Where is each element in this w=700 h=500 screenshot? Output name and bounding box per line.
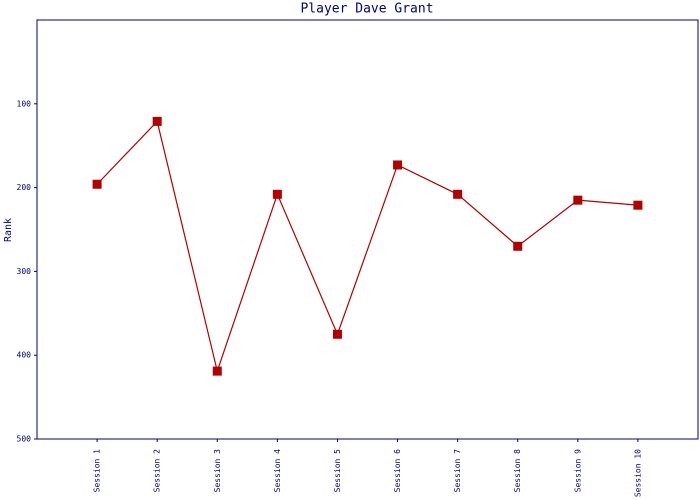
point bbox=[272, 189, 282, 199]
chart-title: Player Dave Grant bbox=[300, 2, 433, 17]
x-tick-label: Session 9 bbox=[573, 449, 582, 493]
y-axis-label: Rank bbox=[3, 218, 14, 242]
series-line bbox=[96, 120, 638, 374]
y-tick-label: 300 bbox=[17, 267, 32, 276]
point bbox=[212, 366, 222, 376]
x-tick-label: Session 5 bbox=[333, 449, 342, 493]
y-tick-label: 100 bbox=[17, 99, 32, 108]
point bbox=[332, 329, 342, 339]
x-tick-label: Session 4 bbox=[273, 449, 282, 493]
y-tick-label: 500 bbox=[17, 435, 32, 444]
y-tick-label: 400 bbox=[17, 351, 32, 360]
point bbox=[573, 195, 583, 205]
x-tick-label: Session 6 bbox=[393, 449, 402, 493]
plot-frame bbox=[36, 19, 699, 440]
point bbox=[393, 160, 403, 170]
x-tick-label: Session 10 bbox=[633, 449, 642, 497]
point bbox=[92, 179, 102, 189]
x-tick-label: Session 1 bbox=[93, 449, 102, 493]
x-tick-label: Session 8 bbox=[513, 449, 522, 493]
x-tick-label: Session 2 bbox=[153, 449, 162, 493]
x-tick-label: Session 3 bbox=[213, 449, 222, 493]
point bbox=[633, 200, 643, 210]
y-tick-label: 200 bbox=[17, 183, 32, 192]
x-tick-label: Session 7 bbox=[453, 449, 462, 493]
point bbox=[513, 241, 523, 251]
point bbox=[453, 189, 463, 199]
point bbox=[152, 116, 162, 126]
